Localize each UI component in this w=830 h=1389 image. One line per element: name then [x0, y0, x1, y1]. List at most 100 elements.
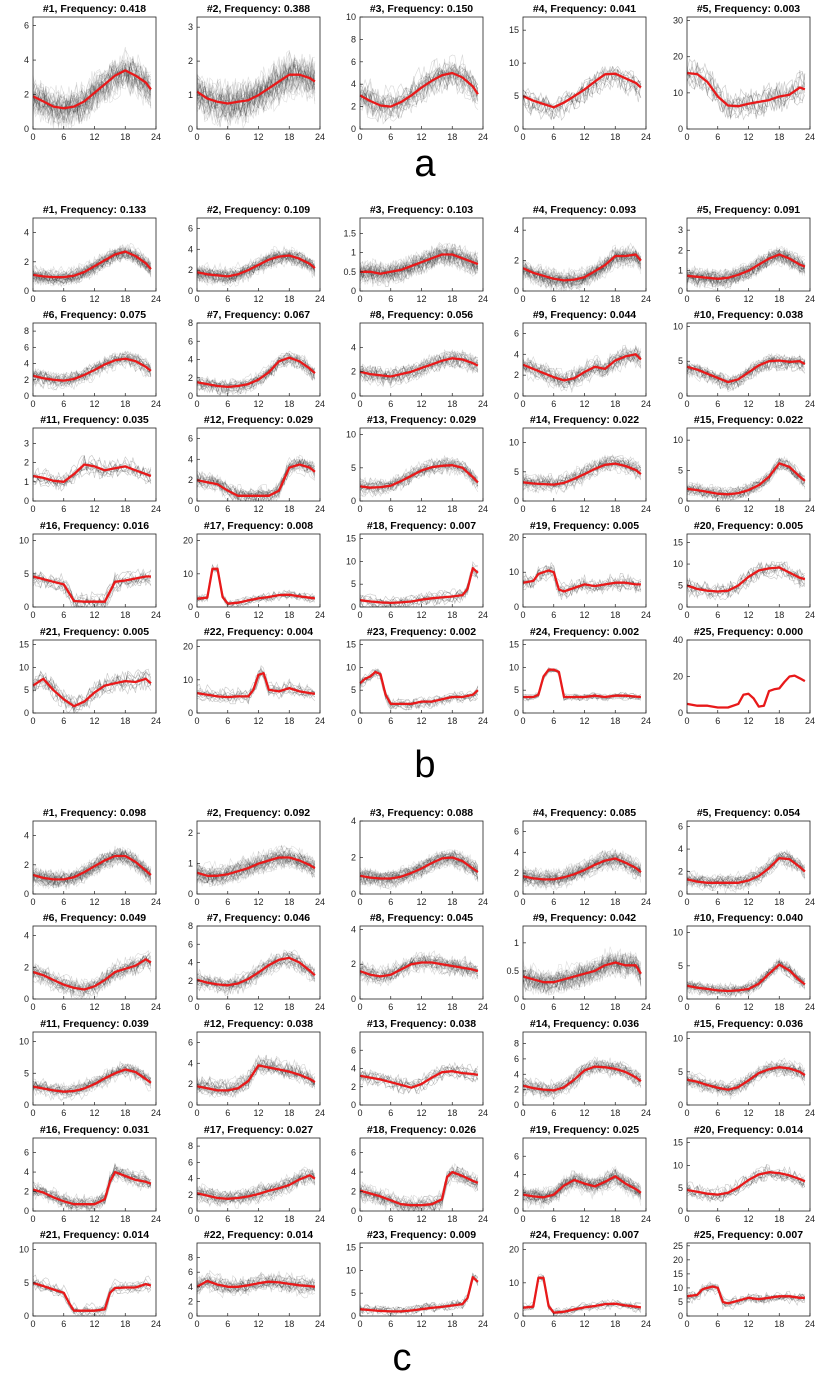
- y-tick-label: 4: [24, 931, 29, 941]
- sample-line: [522, 953, 642, 987]
- x-tick-label: 24: [478, 132, 488, 142]
- sample-line: [522, 250, 642, 292]
- sample-line: [522, 455, 641, 487]
- sample-line: [196, 253, 316, 284]
- y-tick-label: 5: [678, 1067, 683, 1077]
- sample-line: [359, 1065, 479, 1091]
- y-tick-label: 5: [351, 579, 356, 589]
- sample-line: [359, 357, 478, 382]
- subplot-title: #23, Frequency: 0.009: [367, 1229, 476, 1241]
- sample-line: [32, 857, 152, 890]
- sample-line: [32, 249, 151, 280]
- sample-line: [359, 568, 479, 605]
- x-tick-label: 0: [357, 132, 362, 142]
- subplot-title: #7, Frequency: 0.067: [207, 309, 310, 321]
- x-tick-label: 12: [743, 399, 753, 409]
- mean-line: [196, 73, 316, 105]
- sample-line: [686, 852, 806, 883]
- sample-line: [686, 963, 806, 997]
- sample-line: [686, 67, 806, 119]
- x-tick-label: 6: [61, 716, 66, 726]
- x-tick-label: 12: [89, 610, 99, 620]
- y-tick-label: 10: [673, 1160, 683, 1170]
- sample-line: [359, 1164, 479, 1207]
- y-tick-label: 15: [509, 640, 519, 650]
- sample-line: [196, 953, 316, 984]
- sample-line: [32, 855, 152, 889]
- sample-trajectories: [522, 561, 642, 600]
- sample-line: [196, 458, 315, 495]
- x-tick-label: 0: [30, 504, 35, 514]
- x-tick-label: 18: [774, 1214, 784, 1224]
- sample-line: [32, 673, 152, 713]
- sample-line: [522, 570, 642, 600]
- sample-line: [32, 254, 152, 283]
- sample-line: [32, 1162, 152, 1206]
- sample-line: [196, 1274, 316, 1297]
- subplot-title: #2, Frequency: 0.388: [207, 3, 310, 15]
- y-tick-label: 0: [188, 602, 193, 612]
- sample-line: [522, 850, 642, 883]
- sample-trajectories: [686, 1164, 806, 1203]
- sample-line: [522, 1171, 642, 1198]
- x-tick-label: 6: [225, 132, 230, 142]
- sample-line: [359, 249, 479, 285]
- sample-line: [359, 955, 478, 975]
- sample-line: [196, 849, 316, 878]
- sample-line: [359, 253, 479, 284]
- y-tick-label: 0: [514, 286, 519, 296]
- sample-trajectories: [32, 46, 152, 130]
- sample-line: [359, 959, 478, 982]
- x-tick-label: 18: [120, 132, 130, 142]
- x-tick-label: 24: [315, 294, 325, 304]
- sample-line: [686, 1172, 806, 1203]
- sample-line: [196, 1281, 316, 1295]
- sample-line: [686, 850, 806, 883]
- mean-line: [196, 463, 316, 497]
- y-tick-label: 0: [24, 708, 29, 718]
- sample-line: [522, 955, 642, 987]
- y-tick-label: 0: [678, 286, 683, 296]
- sample-line: [359, 459, 479, 491]
- x-tick-label: 6: [715, 132, 720, 142]
- sample-trajectories: [522, 454, 642, 495]
- sample-line: [522, 954, 642, 982]
- subplot-c-10: #10, Frequency: 0.040 0 6 12 18 24 0 5 10: [673, 912, 815, 1012]
- sample-line: [522, 1179, 641, 1204]
- sample-line: [522, 461, 642, 488]
- x-tick-label: 18: [610, 610, 620, 620]
- x-tick-label: 18: [610, 1214, 620, 1224]
- y-tick-label: 2: [351, 853, 356, 863]
- subplot-title: #15, Frequency: 0.022: [694, 414, 803, 426]
- y-tick-label: 6: [514, 1054, 519, 1064]
- sample-line: [522, 347, 642, 385]
- sample-line: [196, 72, 315, 121]
- sample-line: [32, 852, 152, 887]
- y-tick-label: 10: [346, 12, 356, 22]
- sample-line: [359, 246, 479, 278]
- sample-line: [686, 1166, 806, 1197]
- sample-line: [32, 242, 152, 279]
- sample-line: [196, 854, 315, 886]
- x-tick-label: 6: [551, 1108, 556, 1118]
- sample-line: [32, 247, 152, 281]
- x-tick-label: 12: [743, 1002, 753, 1012]
- sample-line: [522, 247, 642, 289]
- sample-line: [359, 250, 479, 281]
- x-tick-label: 6: [551, 294, 556, 304]
- y-tick-label: 0: [678, 391, 683, 401]
- sample-line: [522, 65, 642, 117]
- sample-line: [359, 457, 479, 488]
- mean-line: [359, 1276, 479, 1313]
- sample-trajectories: [686, 58, 806, 121]
- sample-line: [359, 1162, 479, 1210]
- mean-line: [196, 1064, 316, 1092]
- sample-line: [196, 58, 316, 115]
- y-tick-label: 0: [678, 496, 683, 506]
- y-tick-label: 20: [183, 642, 193, 652]
- sample-trajectories: [196, 1166, 316, 1209]
- x-tick-label: 18: [120, 1108, 130, 1118]
